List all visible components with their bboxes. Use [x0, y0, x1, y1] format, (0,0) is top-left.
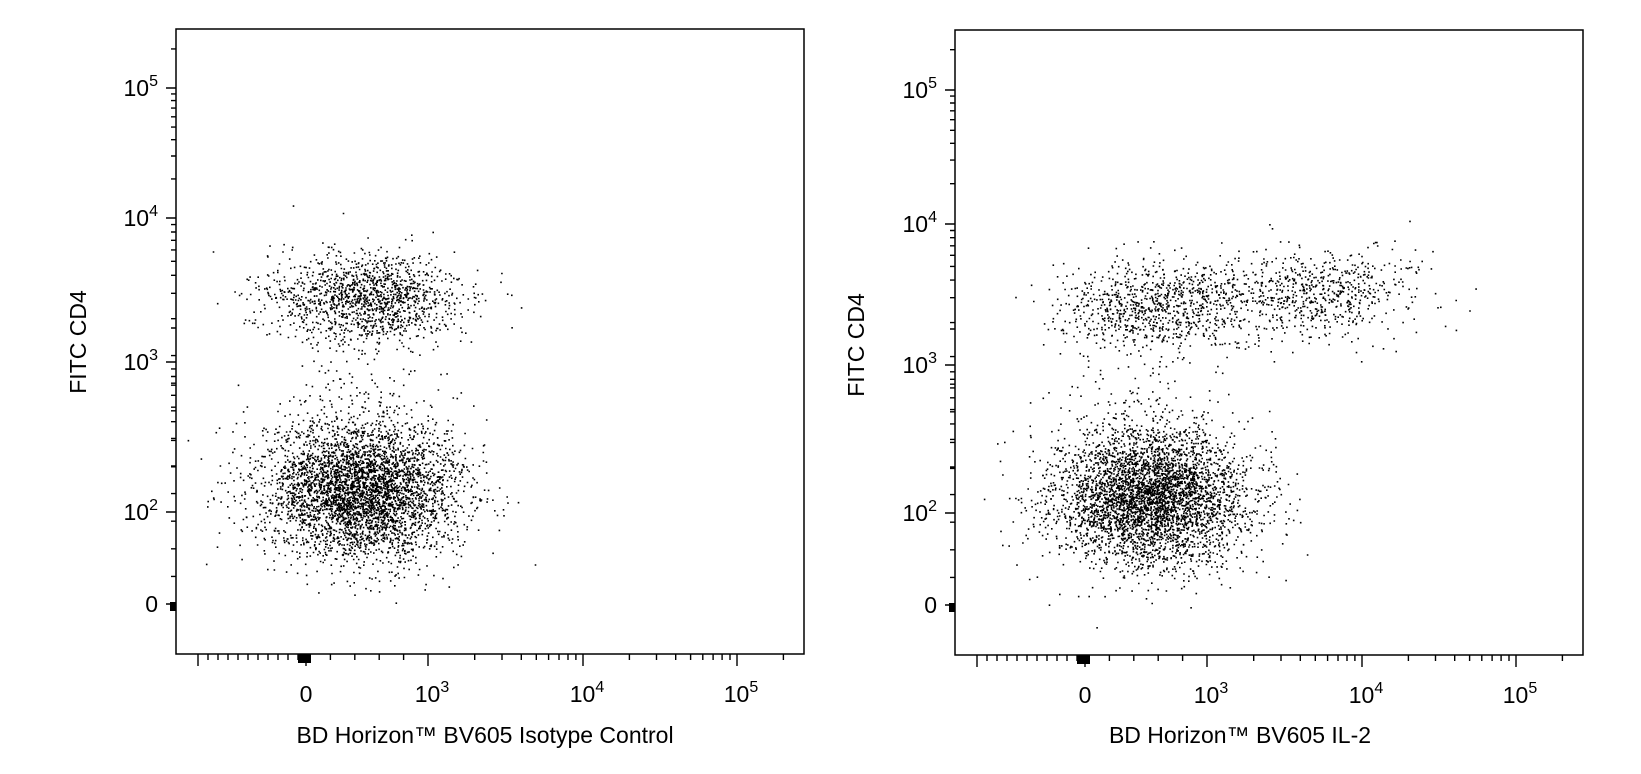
y-tick-label: 0 [924, 592, 937, 618]
x-tick-label: 103 [1194, 680, 1229, 708]
population-1-dots [1154, 220, 1477, 363]
y-tick-label: 104 [903, 209, 938, 237]
y-tick-label: 105 [903, 75, 938, 103]
population-1-dots [187, 369, 537, 604]
plot-frame [175, 28, 805, 655]
y-axis-ticks [945, 49, 955, 612]
y-axis-label: FITC CD4 [843, 293, 869, 397]
y-tick-label: 105 [124, 73, 159, 101]
y-tick-label: 0 [145, 591, 158, 617]
dot-plot-isotype-control: 0 102 103 104 105 0 103 104 105 BD Horizon™ BV6… [65, 28, 805, 748]
x-tick-label: 103 [415, 679, 450, 707]
x-tick-label: 104 [1349, 680, 1384, 708]
scatter-points [187, 205, 537, 604]
population-0-dots [212, 205, 523, 375]
dot-plot-il2: 0 102 103 104 105 0 103 104 105 BD Horizon™ BV6… [843, 29, 1584, 748]
y-axis-tick-labels: 0 102 103 104 105 [903, 75, 938, 618]
x-axis-label: BD Horizon™ BV605 IL-2 [1109, 722, 1371, 748]
x-axis-ticks [976, 655, 1564, 667]
y-tick-label: 102 [903, 498, 938, 526]
plot-frame [954, 29, 1584, 656]
x-tick-label: 105 [1503, 680, 1538, 708]
x-axis-ticks [197, 654, 785, 666]
x-axis-label: BD Horizon™ BV605 Isotype Control [296, 722, 673, 748]
x-tick-label: 0 [1079, 682, 1092, 708]
population-2-dots [983, 361, 1309, 629]
scatter-points [983, 220, 1477, 629]
x-tick-label: 0 [300, 681, 313, 707]
y-tick-label: 103 [124, 347, 159, 375]
x-tick-label: 104 [570, 679, 605, 707]
x-axis-tick-labels: 0 103 104 105 [300, 679, 759, 707]
y-tick-label: 104 [124, 203, 159, 231]
y-tick-label: 103 [903, 350, 938, 378]
x-axis-tick-labels: 0 103 104 105 [1079, 680, 1538, 708]
x-tick-label: 105 [724, 679, 759, 707]
y-axis-tick-labels: 0 102 103 104 105 [124, 73, 159, 617]
y-tick-label: 102 [124, 497, 159, 525]
y-axis-label: FITC CD4 [65, 290, 91, 394]
y-axis-ticks [166, 48, 176, 611]
